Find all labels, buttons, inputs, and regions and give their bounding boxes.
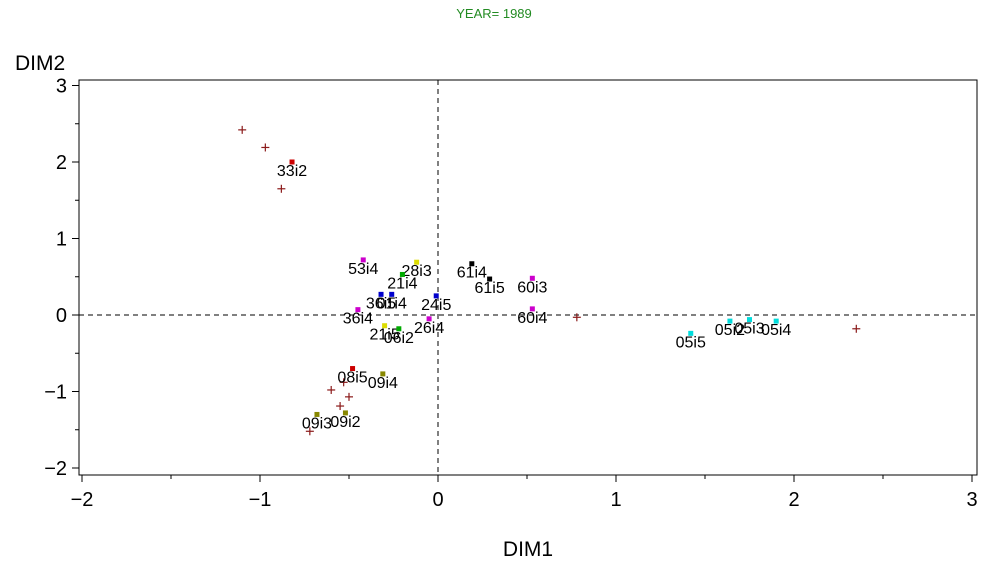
point-label: 61i5 — [474, 280, 504, 297]
point-label: 08i5 — [337, 370, 367, 387]
data-point — [360, 257, 366, 263]
point-label: 09i2 — [330, 414, 360, 431]
point-label: 01i4 — [377, 295, 407, 312]
x-tick-label: 3 — [966, 489, 977, 511]
point-label: 28i3 — [402, 263, 432, 280]
data-point — [399, 271, 405, 277]
point-label: 26i4 — [414, 320, 444, 337]
point-label: 05i4 — [761, 322, 791, 339]
y-axis-title: DIM2 — [15, 52, 65, 75]
axis-ticks: −2 −1 0 1 2 3 −2 −1 0 1 2 3 — [44, 76, 977, 512]
x-axis-title: DIM1 — [503, 538, 553, 561]
plus-marker — [336, 402, 345, 411]
y-tick-label: −2 — [44, 458, 67, 480]
point-label: 36i5 — [366, 295, 396, 312]
data-point — [433, 293, 439, 299]
x-tick-label: 0 — [432, 489, 443, 511]
y-tick-label: 2 — [56, 152, 67, 174]
data-point — [414, 259, 420, 265]
point-label: 21i5 — [369, 327, 399, 344]
chart-title: YEAR= 1989 — [456, 6, 532, 21]
data-point — [289, 159, 295, 165]
data-point — [355, 307, 361, 313]
data-point — [727, 318, 733, 324]
point-label: 36i4 — [343, 311, 373, 328]
plus-marker — [238, 125, 247, 134]
plus-marker — [305, 427, 314, 436]
data-point — [529, 306, 535, 312]
point-label: 05i2 — [715, 322, 745, 339]
point-label: 60i4 — [517, 310, 547, 327]
data-point — [688, 330, 694, 336]
y-tick-label: 1 — [56, 229, 67, 251]
plus-marker — [339, 378, 348, 387]
data-point — [747, 317, 752, 323]
data-point — [380, 371, 386, 377]
plus-marker — [852, 324, 861, 333]
plot-frame — [78, 79, 978, 476]
plus-marker — [572, 313, 581, 322]
data-point — [350, 366, 356, 372]
data-point — [342, 410, 348, 416]
x-tick-label: 2 — [788, 489, 799, 511]
x-tick-label: −1 — [249, 489, 272, 511]
point-label: 05i5 — [676, 334, 706, 351]
plus-marker — [261, 143, 270, 152]
data-point — [389, 291, 395, 297]
point-label: 33i2 — [277, 163, 307, 180]
x-tick-label: 1 — [610, 489, 621, 511]
data-point — [396, 326, 402, 332]
point-label: 60i3 — [517, 279, 547, 296]
point-label: 21i4 — [387, 275, 417, 292]
point-label: 09i3 — [302, 415, 332, 432]
y-tick-label: −1 — [44, 382, 67, 404]
data-point — [469, 261, 475, 267]
data-point — [378, 291, 384, 297]
data-point — [426, 316, 432, 322]
data-point — [314, 411, 320, 417]
data-point — [529, 275, 535, 281]
point-label: 53i4 — [348, 261, 378, 278]
plus-markers — [238, 125, 861, 436]
plus-marker — [327, 385, 336, 394]
plus-marker — [277, 184, 286, 193]
reference-lines — [79, 80, 977, 475]
point-label: 24i5 — [421, 297, 451, 314]
plus-marker — [345, 392, 353, 401]
data-point — [382, 323, 388, 329]
x-tick-label: −2 — [71, 489, 94, 511]
point-label: 05i3 — [734, 321, 764, 338]
data-point — [773, 318, 779, 324]
point-label: 06i2 — [384, 330, 414, 347]
y-tick-label: 0 — [56, 305, 67, 327]
data-point — [487, 276, 493, 282]
point-label: 61i4 — [457, 265, 487, 282]
y-tick-label: 3 — [56, 76, 67, 98]
point-label: 09i4 — [368, 375, 398, 392]
